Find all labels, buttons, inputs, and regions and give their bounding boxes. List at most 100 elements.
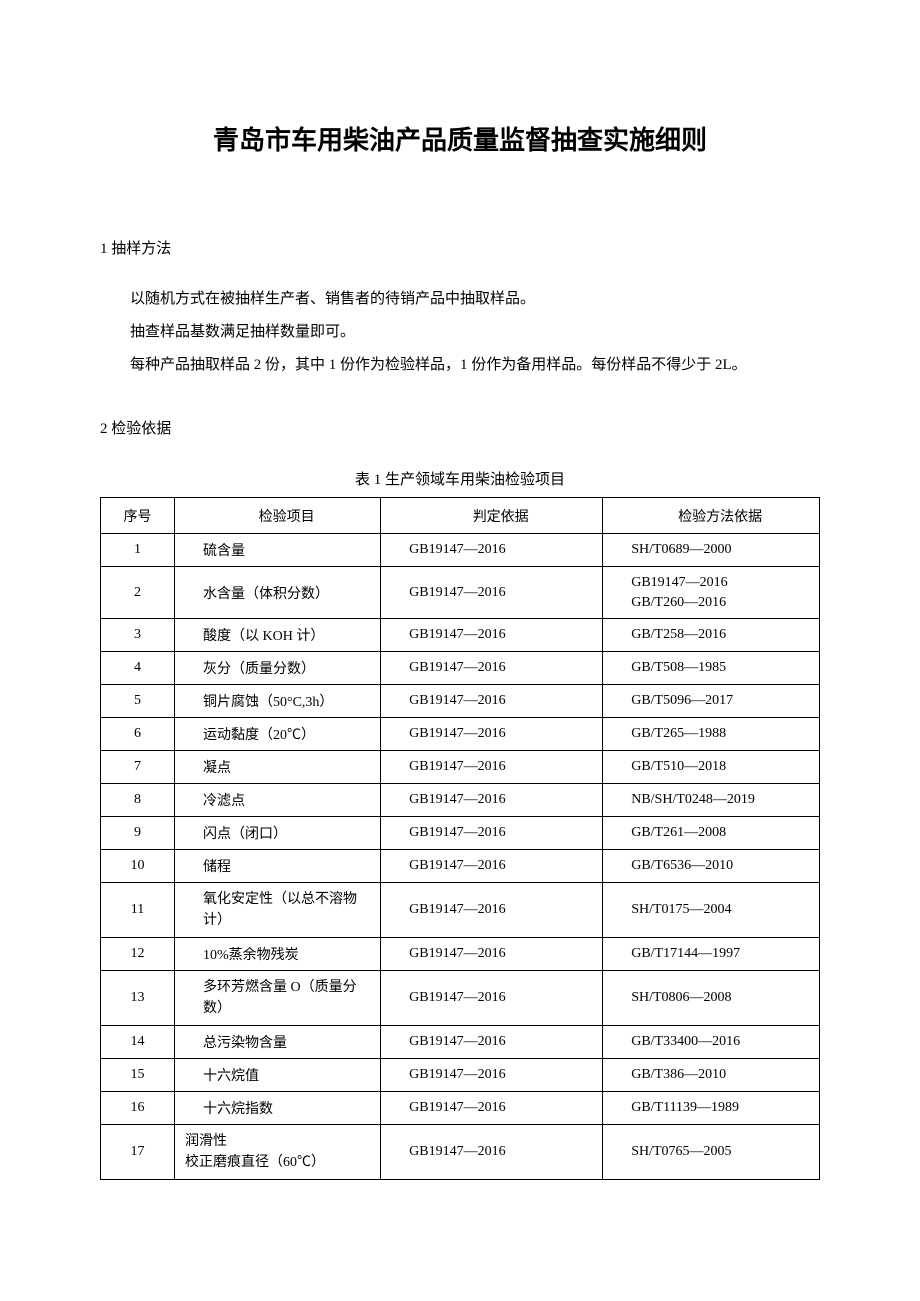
cell-basis: GB19147—2016 [381,751,603,784]
cell-index: 17 [101,1125,175,1180]
cell-item-line2: 计） [203,910,370,931]
table-row: 14 总污染物含量 GB19147—2016 GB/T33400—2016 [101,1026,820,1059]
cell-basis: GB19147—2016 [381,718,603,751]
cell-basis: GB19147—2016 [381,685,603,718]
table-row: 13 多环芳燃含量 O（质量分 数） GB19147—2016 SH/T0806… [101,971,820,1026]
cell-method: GB19147—2016 GB/T260—2016 [603,567,820,619]
cell-index: 8 [101,784,175,817]
cell-index: 16 [101,1092,175,1125]
table-header-row: 序号 检验项目 判定依据 检验方法依据 [101,498,820,534]
cell-method: SH/T0765—2005 [603,1125,820,1180]
cell-basis: GB19147—2016 [381,784,603,817]
cell-index: 7 [101,751,175,784]
cell-basis: GB19147—2016 [381,1026,603,1059]
table-row: 10 储程 GB19147—2016 GB/T6536—2010 [101,850,820,883]
cell-method: GB/T17144—1997 [603,938,820,971]
cell-method: GB/T6536—2010 [603,850,820,883]
cell-basis: GB19147—2016 [381,619,603,652]
cell-method: NB/SH/T0248—2019 [603,784,820,817]
section-1-paragraph-2: 抽查样品基数满足抽样数量即可。 [100,316,820,349]
cell-item: 储程 [175,850,381,883]
table-row: 6 运动黏度（20℃） GB19147—2016 GB/T265—1988 [101,718,820,751]
cell-method: GB/T11139—1989 [603,1092,820,1125]
cell-item-line1: 多环芳燃含量 O（质量分 [203,977,370,998]
header-index: 序号 [101,498,175,534]
cell-item: 铜片腐蚀（50°C,3h） [175,685,381,718]
cell-item: 硫含量 [175,534,381,567]
cell-basis: GB19147—2016 [381,938,603,971]
table-row: 2 水含量（体积分数） GB19147—2016 GB19147—2016 GB… [101,567,820,619]
table-row: 8 冷滤点 GB19147—2016 NB/SH/T0248—2019 [101,784,820,817]
cell-item: 多环芳燃含量 O（质量分 数） [175,971,381,1026]
header-method: 检验方法依据 [603,498,820,534]
cell-index: 12 [101,938,175,971]
cell-index: 1 [101,534,175,567]
cell-index: 13 [101,971,175,1026]
cell-item: 冷滤点 [175,784,381,817]
cell-method: GB/T5096—2017 [603,685,820,718]
cell-method: GB/T510—2018 [603,751,820,784]
cell-item-line1: 氧化安定性（以总不溶物 [203,889,370,910]
cell-index: 2 [101,567,175,619]
cell-basis: GB19147—2016 [381,1059,603,1092]
cell-method-line1: GB19147—2016 [631,573,809,593]
cell-basis: GB19147—2016 [381,567,603,619]
cell-basis: GB19147—2016 [381,883,603,938]
cell-item: 润滑性 校正磨痕直径（60℃） [175,1125,381,1180]
table-row: 15 十六烷值 GB19147—2016 GB/T386—2010 [101,1059,820,1092]
section-1-heading: 1 抽样方法 [100,237,820,258]
table-row: 4 灰分（质量分数） GB19147—2016 GB/T508—1985 [101,652,820,685]
table-caption: 表 1 生产领域车用柴油检验项目 [100,468,820,489]
table-row: 17 润滑性 校正磨痕直径（60℃） GB19147—2016 SH/T0765… [101,1125,820,1180]
cell-item: 十六烷指数 [175,1092,381,1125]
cell-index: 15 [101,1059,175,1092]
cell-method: GB/T258—2016 [603,619,820,652]
cell-method: GB/T33400—2016 [603,1026,820,1059]
section-2-heading: 2 检验依据 [100,417,820,438]
cell-item: 10%蒸余物残炭 [175,938,381,971]
cell-index: 10 [101,850,175,883]
cell-method-line2: GB/T260—2016 [631,593,809,613]
inspection-table: 序号 检验项目 判定依据 检验方法依据 1 硫含量 GB19147—2016 S… [100,497,820,1180]
cell-basis: GB19147—2016 [381,534,603,567]
cell-method: SH/T0175—2004 [603,883,820,938]
table-row: 11 氧化安定性（以总不溶物 计） GB19147—2016 SH/T0175—… [101,883,820,938]
header-item: 检验项目 [175,498,381,534]
cell-method: GB/T265—1988 [603,718,820,751]
document-title: 青岛市车用柴油产品质量监督抽查实施细则 [100,120,820,157]
cell-index: 9 [101,817,175,850]
cell-item: 酸度（以 KOH 计） [175,619,381,652]
cell-basis: GB19147—2016 [381,1125,603,1180]
cell-method: GB/T508—1985 [603,652,820,685]
table-row: 12 10%蒸余物残炭 GB19147—2016 GB/T17144—1997 [101,938,820,971]
header-basis: 判定依据 [381,498,603,534]
cell-item-line2: 数） [203,998,370,1019]
cell-item: 凝点 [175,751,381,784]
section-1-paragraph-1: 以随机方式在被抽样生产者、销售者的待销产品中抽取样品。 [100,283,820,316]
table-row: 16 十六烷指数 GB19147—2016 GB/T11139—1989 [101,1092,820,1125]
cell-index: 11 [101,883,175,938]
cell-basis: GB19147—2016 [381,971,603,1026]
cell-basis: GB19147—2016 [381,652,603,685]
table-row: 5 铜片腐蚀（50°C,3h） GB19147—2016 GB/T5096—20… [101,685,820,718]
cell-method: GB/T261—2008 [603,817,820,850]
cell-method: GB/T386—2010 [603,1059,820,1092]
cell-index: 14 [101,1026,175,1059]
cell-method: SH/T0806—2008 [603,971,820,1026]
cell-index: 4 [101,652,175,685]
cell-item: 闪点（闭口） [175,817,381,850]
cell-item-line2: 校正磨痕直径（60℃） [185,1152,370,1173]
cell-item: 氧化安定性（以总不溶物 计） [175,883,381,938]
cell-item: 水含量（体积分数） [175,567,381,619]
cell-index: 5 [101,685,175,718]
cell-basis: GB19147—2016 [381,1092,603,1125]
cell-basis: GB19147—2016 [381,850,603,883]
cell-basis: GB19147—2016 [381,817,603,850]
cell-item: 灰分（质量分数） [175,652,381,685]
table-row: 3 酸度（以 KOH 计） GB19147—2016 GB/T258—2016 [101,619,820,652]
cell-item-line1: 润滑性 [185,1131,370,1152]
table-row: 7 凝点 GB19147—2016 GB/T510—2018 [101,751,820,784]
cell-item: 总污染物含量 [175,1026,381,1059]
cell-index: 6 [101,718,175,751]
cell-method: SH/T0689—2000 [603,534,820,567]
